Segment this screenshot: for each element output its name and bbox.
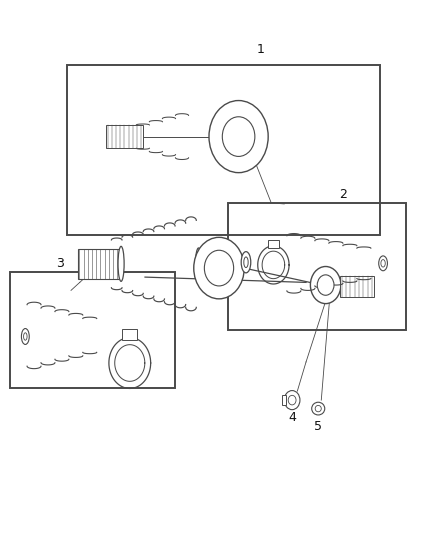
Text: 5: 5 — [314, 420, 322, 433]
Ellipse shape — [195, 248, 201, 280]
Bar — [340, 276, 374, 297]
Bar — [78, 249, 119, 279]
Ellipse shape — [21, 328, 29, 344]
Text: 1: 1 — [256, 43, 264, 55]
Ellipse shape — [24, 333, 27, 340]
Bar — [123, 329, 137, 340]
Circle shape — [288, 395, 296, 405]
Ellipse shape — [315, 406, 321, 412]
Ellipse shape — [241, 252, 251, 273]
Ellipse shape — [312, 402, 325, 415]
Circle shape — [223, 117, 255, 156]
Ellipse shape — [118, 246, 124, 281]
Text: 3: 3 — [56, 257, 64, 270]
Text: 2: 2 — [339, 189, 347, 201]
Circle shape — [284, 391, 300, 410]
Ellipse shape — [381, 260, 385, 267]
Circle shape — [311, 266, 341, 304]
Circle shape — [317, 275, 334, 295]
Ellipse shape — [379, 256, 388, 271]
Bar — [67, 65, 380, 235]
Circle shape — [194, 237, 244, 299]
Circle shape — [205, 251, 233, 286]
Ellipse shape — [244, 257, 248, 268]
Bar — [106, 125, 143, 148]
Bar — [282, 395, 286, 405]
Circle shape — [209, 101, 268, 173]
Bar — [268, 240, 279, 248]
Bar — [10, 272, 176, 389]
Text: 4: 4 — [288, 411, 296, 424]
Bar — [228, 203, 406, 330]
